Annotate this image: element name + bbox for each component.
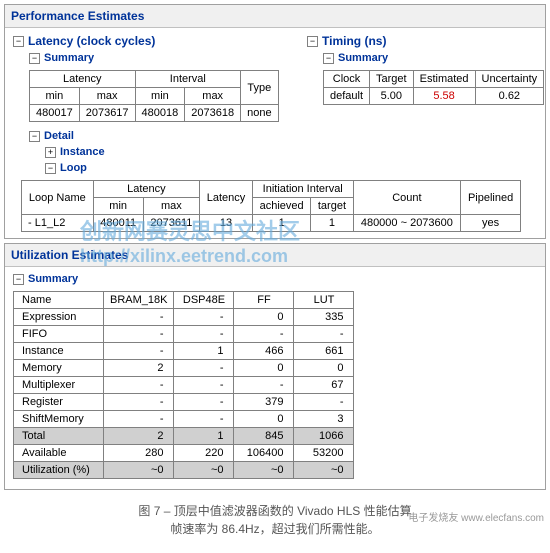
table-row: ShiftMemory--03 [14,411,354,428]
table-row: Register--379- [14,394,354,411]
col-ii: Initiation Interval [252,181,353,198]
col-max: max [143,198,199,215]
performance-title: Performance Estimates [5,5,545,28]
utilization-title: Utilization Estimates [5,244,545,267]
summary-label: Summary [338,52,388,64]
col-interval: Interval [135,71,241,88]
col-min: min [93,198,143,215]
instance-label: Instance [60,146,105,158]
col-count: Count [353,181,461,215]
summary-label: Summary [28,273,78,285]
collapse-icon[interactable]: − [13,36,24,47]
table-row: Memory2-00 [14,360,354,377]
col-latency: Latency [93,181,199,198]
timing-section: − Timing (ns) − Summary Clock Target Est… [307,32,537,111]
col-target: Target [370,71,414,88]
col-ff: FF [234,292,294,309]
col-pipe: Pipelined [461,181,521,215]
col-min: min [135,88,185,105]
expand-icon[interactable]: + [45,147,56,158]
collapse-icon[interactable]: − [13,274,24,285]
col-latency: Latency [30,71,136,88]
caption-line1: 图 7 – 顶层中值滤波器函数的 Vivado HLS 性能估算 [138,504,411,518]
table-row: Expression--0335 [14,309,354,326]
collapse-icon[interactable]: − [29,131,40,142]
col-max: max [79,88,135,105]
caption-line2: 帧速率为 86.4Hz，超过我们所需性能。 [170,522,379,536]
collapse-icon[interactable]: − [29,53,40,64]
col-bram: BRAM_18K [104,292,174,309]
col-clock: Clock [324,71,370,88]
col-tgt: target [311,198,353,215]
detail-label: Detail [44,130,74,142]
col-lut: LUT [294,292,354,309]
col-min: min [30,88,80,105]
latency-section: − Latency (clock cycles) − Summary Laten… [13,32,287,176]
col-uncertainty: Uncertainty [475,71,544,88]
table-row: Available28022010640053200 [14,445,354,462]
table-row: Total218451066 [14,428,354,445]
collapse-icon[interactable]: − [307,36,318,47]
col-ach: achieved [252,198,310,215]
loop-label: Loop [60,162,87,174]
timing-summary-table: Clock Target Estimated Uncertainty defau… [323,70,544,105]
loop-table: Loop Name Latency Latency Initiation Int… [21,180,521,232]
table-row: - L1_L2 480011 2073611 13 1 1 480000 ~ 2… [22,215,521,232]
col-name: Name [14,292,104,309]
utilization-table: Name BRAM_18K DSP48E FF LUT Expression--… [13,291,354,479]
col-dsp: DSP48E [174,292,234,309]
timing-title: Timing (ns) [322,34,386,48]
col-estimated: Estimated [413,71,475,88]
table-row: FIFO---- [14,326,354,343]
collapse-icon[interactable]: − [323,53,334,64]
table-row: Utilization (%)~0~0~0~0 [14,462,354,479]
summary-label: Summary [44,52,94,64]
table-row: Multiplexer---67 [14,377,354,394]
table-row: default 5.00 5.58 0.62 [324,88,544,105]
latency-summary-table: Latency Interval Type min max min max 48… [29,70,279,122]
table-row: Instance-1466661 [14,343,354,360]
table-row: 480017 2073617 480018 2073618 none [30,105,279,122]
figure-caption: 图 7 – 顶层中值滤波器函数的 Vivado HLS 性能估算 帧速率为 86… [0,494,550,542]
col-type: Type [241,71,278,105]
latency-title: Latency (clock cycles) [28,34,155,48]
col-max: max [185,88,241,105]
col-loopname: Loop Name [22,181,94,215]
performance-panel: Performance Estimates − Latency (clock c… [4,4,546,239]
col-lat: Latency [200,181,253,215]
utilization-panel: Utilization Estimates − Summary Name BRA… [4,243,546,490]
collapse-icon[interactable]: − [45,163,56,174]
